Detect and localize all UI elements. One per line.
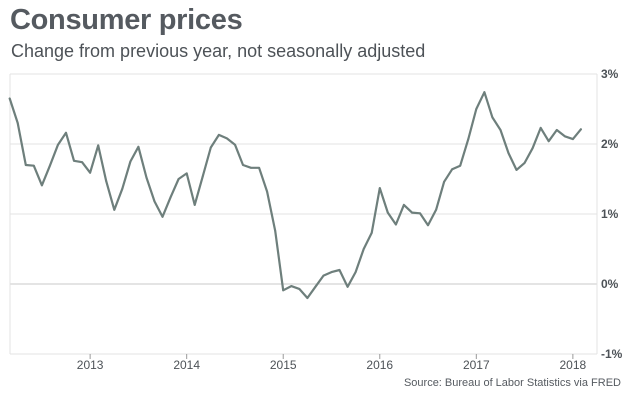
data-point: [338, 269, 341, 271]
x-tick-label: 2018: [560, 358, 587, 372]
y-axis: 3% 2% 1% 0% -1%: [601, 67, 623, 361]
chart-title: Consumer prices: [10, 4, 243, 36]
data-point: [507, 152, 510, 155]
data-point: [403, 204, 405, 206]
data-point: [274, 229, 277, 232]
data-point: [137, 145, 140, 148]
data-point: [24, 164, 27, 166]
data-point: [563, 135, 566, 138]
data-point: [298, 288, 301, 290]
data-point: [113, 208, 116, 211]
x-tick-label: 2013: [77, 358, 104, 372]
x-tick-label: 2014: [173, 358, 200, 372]
data-point: [467, 138, 470, 141]
data-point: [515, 169, 518, 171]
grid: [9, 73, 598, 355]
data-point: [346, 285, 349, 288]
data-point: [555, 129, 558, 131]
data-point: [427, 224, 429, 227]
data-point: [491, 116, 494, 119]
data-point: [234, 143, 236, 146]
data-point: [49, 164, 51, 167]
series-line: [8, 91, 583, 300]
data-point: [145, 176, 148, 179]
data-point: [57, 143, 59, 146]
data-point: [451, 168, 454, 171]
data-point: [105, 180, 108, 183]
data-point: [443, 180, 445, 183]
data-point: [395, 223, 397, 226]
data-point: [201, 175, 204, 178]
y-tick-label: -1%: [601, 347, 623, 361]
data-point: [322, 274, 325, 277]
data-point: [523, 162, 526, 164]
data-point: [250, 166, 252, 169]
data-point: [580, 128, 582, 131]
data-point: [330, 271, 333, 273]
data-point: [475, 108, 478, 110]
data-point: [121, 187, 124, 190]
data-point: [161, 215, 164, 218]
data-point: [32, 164, 35, 167]
data-point: [499, 129, 502, 131]
data-point: [362, 248, 365, 250]
data-point: [531, 147, 534, 150]
source-note: Source: Bureau of Labor Statistics via F…: [403, 377, 621, 389]
x-tick-label: 2015: [270, 358, 297, 372]
data-point: [8, 97, 11, 100]
data-point: [177, 178, 180, 180]
data-point: [242, 164, 244, 166]
data-point: [89, 171, 91, 174]
data-point: [209, 146, 212, 149]
data-point: [314, 285, 317, 288]
y-tick-label: 2%: [601, 137, 619, 151]
data-point: [129, 160, 132, 163]
x-tick-label: 2017: [463, 358, 490, 372]
y-tick-label: 0%: [601, 277, 619, 291]
data-point: [185, 172, 188, 175]
data-point: [419, 212, 421, 215]
data-point: [169, 196, 172, 199]
data-point: [153, 200, 156, 203]
data-point: [411, 211, 413, 214]
data-point: [290, 285, 293, 287]
x-tick-label: 2016: [366, 358, 393, 372]
data-point: [193, 204, 196, 206]
data-point: [266, 190, 268, 193]
data-point: [547, 140, 550, 143]
chart-subtitle: Change from previous year, not seasonall…: [11, 41, 426, 61]
data-point: [282, 289, 285, 292]
data-point: [539, 127, 542, 129]
data-point: [218, 134, 220, 136]
data-point: [459, 164, 462, 167]
data-point: [306, 297, 309, 299]
data-point: [97, 144, 100, 147]
y-tick-label: 3%: [601, 67, 619, 81]
series-layer: [8, 91, 583, 300]
x-axis: 2013 2014 2015 2016 2017 2018: [77, 354, 587, 372]
data-point: [16, 122, 19, 124]
data-point: [41, 184, 43, 187]
data-point: [65, 131, 67, 134]
data-point: [572, 138, 574, 141]
data-point: [378, 187, 381, 190]
data-point: [226, 137, 228, 140]
data-point: [386, 211, 389, 214]
data-point: [483, 91, 486, 94]
data-point: [435, 208, 437, 211]
data-point: [81, 161, 83, 164]
data-point: [73, 159, 75, 162]
data-point: [370, 232, 373, 234]
y-tick-label: 1%: [601, 207, 619, 221]
data-point: [354, 271, 357, 273]
data-point: [258, 166, 260, 169]
